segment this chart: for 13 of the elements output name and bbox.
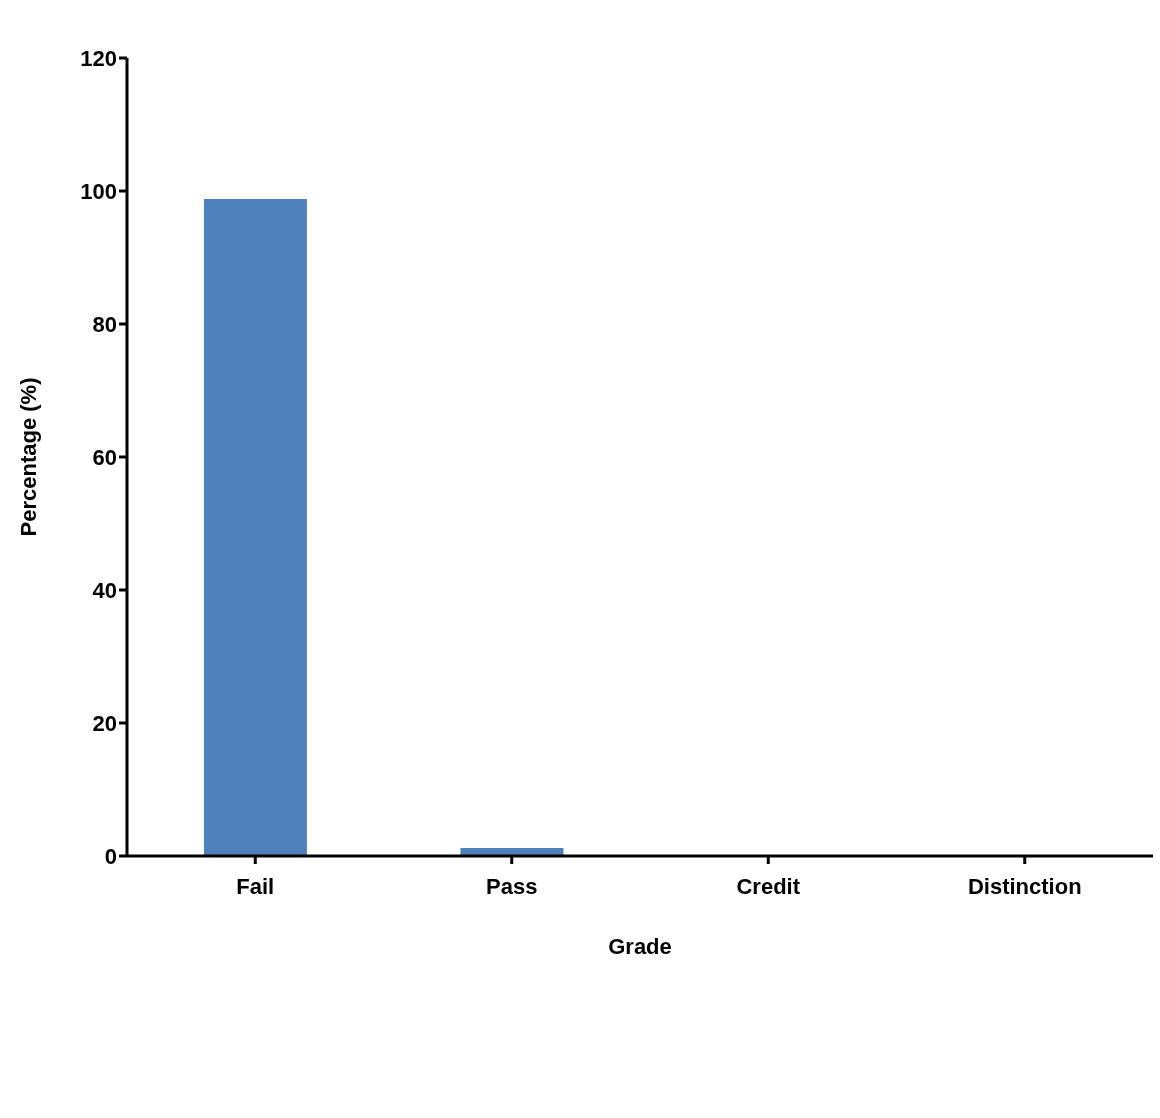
y-tick-label: 80 xyxy=(92,311,117,337)
x-tick-label: Pass xyxy=(486,873,538,899)
y-tick-label: 40 xyxy=(92,577,117,603)
y-tick-label: 20 xyxy=(92,710,117,736)
x-tick-label: Fail xyxy=(236,873,275,899)
x-axis-title: Grade xyxy=(608,934,672,959)
y-axis-title: Percentage (%) xyxy=(15,377,41,537)
y-tick-label: 100 xyxy=(80,178,117,204)
x-tick-label: Credit xyxy=(736,873,801,899)
y-tick-label: 120 xyxy=(80,45,117,71)
y-tick-label: 0 xyxy=(104,843,117,869)
y-tick-label: 60 xyxy=(92,444,117,470)
x-tick-label: Distinction xyxy=(967,873,1082,899)
